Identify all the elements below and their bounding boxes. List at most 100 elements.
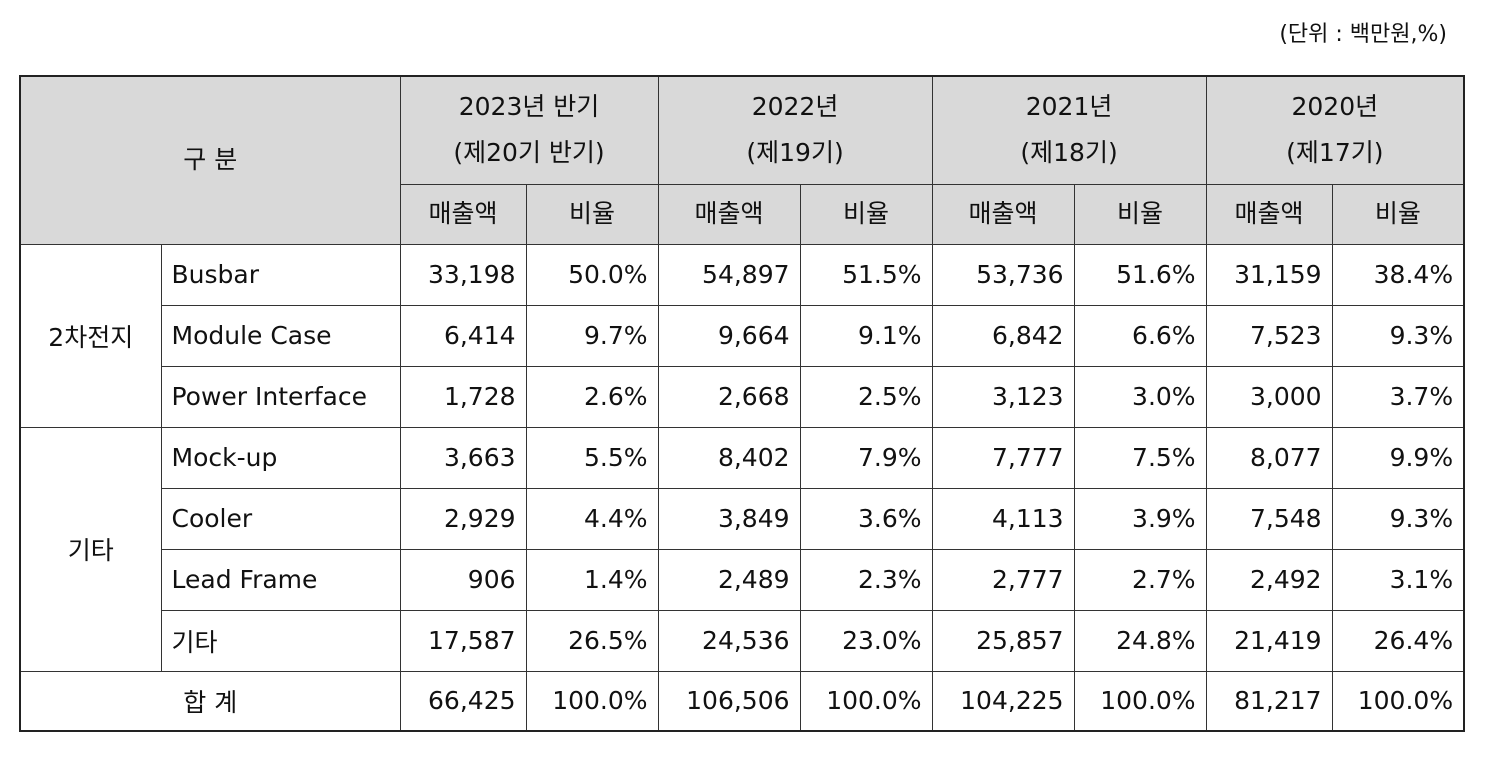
- cell: 24.8%: [1073, 609, 1207, 672]
- group-name: 2차전지: [19, 243, 162, 428]
- cell: 9.3%: [1331, 487, 1465, 550]
- cell: 51.5%: [799, 243, 933, 306]
- cell: 2.6%: [525, 365, 659, 428]
- sub-column-header: 매출액: [657, 183, 801, 245]
- item-name: Busbar: [160, 243, 401, 306]
- data-row: 기타 Mock-up 3,663 5.5% 8,402 7.9% 7,777 7.5% 8,07…: [19, 426, 1465, 672]
- unit-note: (단위 : 백만원,%): [1279, 22, 1447, 47]
- data-row: Power Interface 1,728 2.6% 2,668 2.5% 3,123 3.…: [20, 365, 1465, 428]
- header-row: 매출액 비율 매출액 비율 매출액 비율 매출액 비율: [20, 183, 1465, 245]
- cell: 6.6%: [1073, 304, 1207, 367]
- cell: 2,668: [657, 365, 801, 428]
- sub-column-header: 비율: [1331, 183, 1465, 245]
- cell: 7.5%: [1073, 426, 1207, 489]
- cell: 2,489: [657, 548, 801, 611]
- period-year: 2023년 반기: [458, 92, 600, 122]
- period-term: (제18기): [1020, 138, 1118, 168]
- cell: 6,414: [399, 304, 527, 367]
- sub-column-header: 비율: [525, 183, 659, 245]
- item-name: Power Interface: [160, 365, 401, 428]
- cell: 3,849: [657, 487, 801, 550]
- cell: 9.7%: [525, 304, 659, 367]
- cell: 5.5%: [525, 426, 659, 489]
- period-year: 2020년: [1291, 92, 1379, 122]
- cell: 33,198: [399, 243, 527, 306]
- cell: 7.9%: [799, 426, 933, 489]
- cell: 26.5%: [525, 609, 659, 672]
- cell: 104,225: [931, 670, 1075, 732]
- cell: 66,425: [399, 670, 527, 732]
- period-header: 2021년 (제18기): [931, 75, 1207, 185]
- sub-column-header: 매출액: [1205, 183, 1333, 245]
- cell: 8,077: [1205, 426, 1333, 489]
- cell: 106,506: [657, 670, 801, 732]
- period-term: (제20기 반기): [453, 138, 605, 168]
- cell: 2,929: [399, 487, 527, 550]
- cell: 100.0%: [1331, 670, 1465, 732]
- data-row: Lead Frame 906 1.4% 2,489 2.3% 2,777 2.7% 2,492…: [20, 548, 1465, 611]
- item-name: Cooler: [160, 487, 401, 550]
- cell: 7,548: [1205, 487, 1333, 550]
- total-label: 합 계: [19, 670, 401, 732]
- period-header: 2022년 (제19기): [657, 75, 933, 185]
- cell: 9.3%: [1331, 304, 1465, 367]
- item-name: Mock-up: [160, 426, 401, 489]
- period-term: (제19기): [746, 138, 844, 168]
- cell: 51.6%: [1073, 243, 1207, 306]
- period-header: 2023년 반기 (제20기 반기): [399, 75, 659, 185]
- cell: 31,159: [1205, 243, 1333, 306]
- cell: 3.9%: [1073, 487, 1207, 550]
- cell: 23.0%: [799, 609, 933, 672]
- period-term: (제17기): [1286, 138, 1384, 168]
- cell: 3,663: [399, 426, 527, 489]
- period-year: 2021년: [1025, 92, 1113, 122]
- cell: 9,664: [657, 304, 801, 367]
- cell: 3.7%: [1331, 365, 1465, 428]
- cell: 906: [399, 548, 527, 611]
- sub-column-header: 비율: [1073, 183, 1207, 245]
- cell: 4,113: [931, 487, 1075, 550]
- cell: 25,857: [931, 609, 1075, 672]
- group-name: 기타: [19, 426, 162, 672]
- cell: 3,123: [931, 365, 1075, 428]
- cell: 53,736: [931, 243, 1075, 306]
- item-name: 기타: [160, 609, 401, 672]
- data-row: Module Case 6,414 9.7% 9,664 9.1% 6,842 6.6% 7,…: [20, 304, 1465, 367]
- cell: 8,402: [657, 426, 801, 489]
- cell: 2,492: [1205, 548, 1333, 611]
- period-header: 2020년 (제17기): [1205, 75, 1465, 185]
- cell: 3,000: [1205, 365, 1333, 428]
- cell: 81,217: [1205, 670, 1333, 732]
- cell: 21,419: [1205, 609, 1333, 672]
- cell: 7,777: [931, 426, 1075, 489]
- sub-column-header: 매출액: [931, 183, 1075, 245]
- cell: 4.4%: [525, 487, 659, 550]
- cell: 38.4%: [1331, 243, 1465, 306]
- cell: 1.4%: [525, 548, 659, 611]
- cell: 100.0%: [799, 670, 933, 732]
- total-row: 합 계 66,425 100.0% 106,506 100.0% 104,225 100.0…: [19, 670, 1465, 732]
- item-name: Lead Frame: [160, 548, 401, 611]
- cell: 3.1%: [1331, 548, 1465, 611]
- cell: 7,523: [1205, 304, 1333, 367]
- cell: 2.3%: [799, 548, 933, 611]
- sales-table: 구 분 2023년 반기 (제20기 반기) 2022년 (제19기) 2021년 (제18…: [19, 75, 1466, 732]
- cell: 2,777: [931, 548, 1075, 611]
- data-row: 2차전지 Busbar 33,198 50.0% 54,897 51.5% 53,736 51…: [19, 243, 1465, 428]
- cell: 100.0%: [1073, 670, 1207, 732]
- period-year: 2022년: [751, 92, 839, 122]
- cell: 9.9%: [1331, 426, 1465, 489]
- cell: 2.5%: [799, 365, 933, 428]
- sub-column-header: 비율: [799, 183, 933, 245]
- cell: 50.0%: [525, 243, 659, 306]
- cell: 2.7%: [1073, 548, 1207, 611]
- cell: 1,728: [399, 365, 527, 428]
- sub-column-header: 매출액: [399, 183, 527, 245]
- cell: 3.6%: [799, 487, 933, 550]
- cell: 24,536: [657, 609, 801, 672]
- data-row: Cooler 2,929 4.4% 3,849 3.6% 4,113 3.9% 7,548 9.…: [20, 487, 1465, 550]
- cell: 26.4%: [1331, 609, 1465, 672]
- cell: 6,842: [931, 304, 1075, 367]
- header-row: 구 분 2023년 반기 (제20기 반기) 2022년 (제19기) 2021년 (제18…: [19, 75, 1465, 245]
